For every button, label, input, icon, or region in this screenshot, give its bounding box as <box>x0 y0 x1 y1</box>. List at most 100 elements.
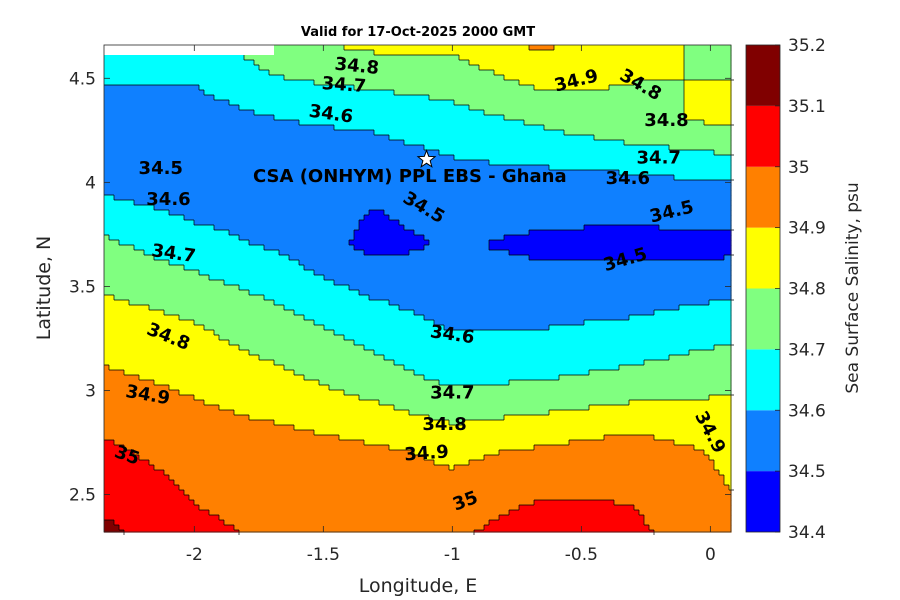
field-cell <box>149 460 435 466</box>
field-cell <box>434 460 470 466</box>
field-cell <box>729 485 732 491</box>
field-cell <box>709 300 732 306</box>
field-cell <box>104 115 275 121</box>
field-cell <box>104 220 195 226</box>
field-cell <box>104 420 275 426</box>
x-tick-label: -1.5 <box>307 545 340 565</box>
field-cell <box>429 415 505 421</box>
field-cell <box>104 110 255 116</box>
field-cell <box>329 385 732 391</box>
field-cell <box>189 495 732 501</box>
field-cell <box>224 520 490 526</box>
field-cell <box>104 165 550 171</box>
field-cell <box>559 375 732 381</box>
field-cell <box>439 150 715 156</box>
field-cell <box>234 525 485 531</box>
field-cell <box>304 315 425 321</box>
contour-label: 34.6 <box>606 168 650 189</box>
field-cell <box>404 140 625 146</box>
field-cell <box>484 455 710 461</box>
field-cell <box>199 270 315 276</box>
field-cell <box>714 460 732 466</box>
field-cell <box>359 225 405 231</box>
field-cell <box>674 440 732 446</box>
field-cell <box>504 115 685 121</box>
contour-label: 34.8 <box>644 110 688 131</box>
field-cell <box>134 450 415 456</box>
x-axis-ticks: -2 -1.5 -1 -0.5 0 <box>186 45 716 565</box>
field-cell <box>669 355 732 361</box>
field-cell <box>154 380 320 386</box>
field-cell <box>129 300 275 306</box>
field-cell <box>424 145 670 151</box>
field-cell <box>104 405 220 411</box>
field-cell <box>104 265 185 271</box>
field-cell <box>239 345 365 351</box>
field-cell <box>684 90 732 96</box>
field-cell <box>104 85 200 91</box>
field-cell <box>409 250 510 256</box>
field-cell <box>299 120 525 126</box>
field-cell <box>474 530 655 533</box>
field-cell <box>104 80 315 86</box>
field-cell <box>644 515 732 521</box>
field-cell <box>499 450 705 456</box>
field-cell <box>104 65 260 71</box>
field-cell <box>399 220 732 226</box>
field-cell <box>414 450 500 456</box>
field-cell <box>724 255 732 261</box>
field-cell <box>104 295 115 301</box>
field-cell <box>549 410 732 416</box>
field-cell <box>239 235 355 241</box>
field-cell <box>404 365 620 371</box>
site-star-icon <box>416 149 437 168</box>
field-cell <box>644 360 732 366</box>
field-cell <box>684 65 732 71</box>
field-cell <box>274 45 345 51</box>
field-cell <box>104 520 115 526</box>
field-cell <box>204 90 395 96</box>
colorbar-segment <box>746 288 780 350</box>
field-cell <box>104 175 675 181</box>
field-cell <box>104 340 230 346</box>
field-cell <box>654 310 732 316</box>
site-marker-group: CSA (ONHYM) PPL EBS - Ghana <box>253 149 567 187</box>
field-cell <box>529 45 555 51</box>
field-cell <box>589 405 732 411</box>
field-cell <box>424 245 490 251</box>
field-cell <box>439 380 510 386</box>
field-cell <box>244 55 460 61</box>
field-cell <box>369 295 732 301</box>
field-cell <box>224 280 335 286</box>
contour-label: 34.8 <box>334 54 380 80</box>
field-cell <box>114 295 265 301</box>
field-cell <box>719 470 732 476</box>
contour-lines <box>104 45 734 535</box>
field-cell <box>684 60 732 66</box>
field-cell <box>504 415 732 421</box>
field-cell <box>139 375 305 381</box>
field-cell <box>104 70 270 76</box>
field-cell <box>164 310 295 316</box>
field-cell <box>194 395 360 401</box>
field-cell <box>554 45 685 51</box>
field-cell <box>114 195 732 201</box>
y-tick-label: 4 <box>85 173 96 193</box>
field-cell <box>344 335 732 341</box>
field-cell <box>184 215 365 221</box>
field-cell <box>134 245 265 251</box>
field-cell <box>714 465 732 471</box>
field-cell <box>119 525 235 531</box>
contour-label: 34.7 <box>637 147 681 168</box>
field-cell <box>104 320 195 326</box>
field-cell <box>424 315 630 321</box>
field-cell <box>104 425 295 431</box>
field-cell <box>304 265 732 271</box>
field-cell <box>304 375 425 381</box>
y-tick-label: 3 <box>85 381 96 401</box>
field-cell <box>169 260 300 266</box>
field-cell <box>169 475 725 481</box>
field-cell <box>104 445 125 451</box>
field-cell <box>104 505 200 511</box>
field-cell <box>104 465 155 471</box>
